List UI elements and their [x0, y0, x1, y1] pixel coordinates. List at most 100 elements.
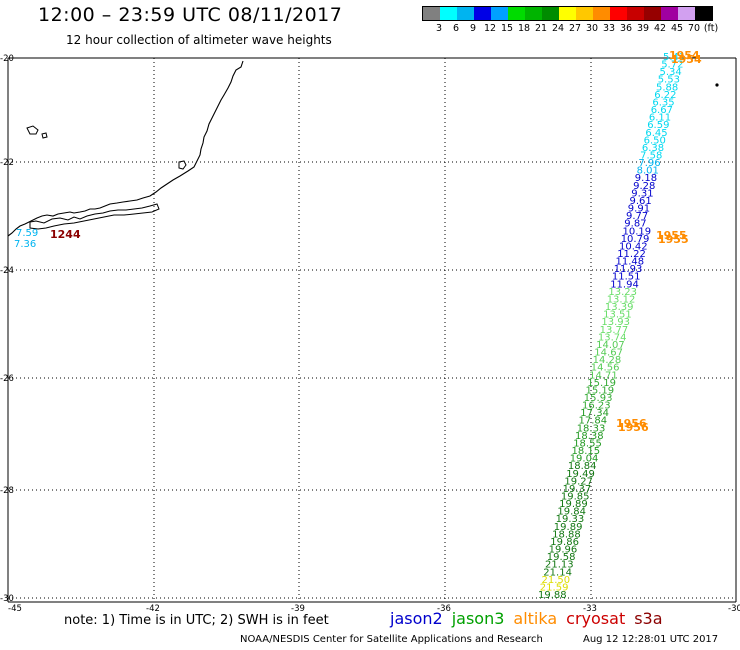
wave-height-label: 19.27: [564, 476, 593, 487]
wave-height-label: 13.12: [607, 295, 636, 306]
legend-swatch: [627, 7, 644, 20]
satellite-legend: jason2 jason3 altika cryosat s3a: [390, 609, 672, 628]
wave-height-label: 19.85: [561, 492, 590, 503]
wave-height-label: 18.88: [552, 529, 581, 540]
longitude-tick-label: -45: [8, 604, 22, 614]
wave-height-label: 18.38: [575, 431, 604, 442]
legend-label: 12: [483, 23, 497, 34]
coastal-wave-height-label: 7.59: [16, 228, 38, 239]
wave-height-label: 14.71: [589, 370, 618, 381]
wave-height-label: 9.91: [628, 204, 650, 215]
wave-height-label: 19.86: [550, 537, 579, 548]
wave-height-label: 9.77: [626, 211, 648, 222]
wave-height-label: 9.61: [630, 196, 652, 207]
legend-labels: 3 6 9 12 15 18 21 24 27 30 33 36 39 42 45 70 (ft): [422, 21, 718, 35]
map-title: 12:00 – 23:59 UTC 08/11/2017: [38, 4, 343, 26]
latitude-tick-label: -22: [0, 158, 14, 168]
coastal-wave-height-label: 7.36: [14, 239, 36, 250]
wave-height-label: 13.39: [605, 302, 634, 313]
wave-height-label: 11.22: [617, 249, 646, 260]
latitude-tick-label: -30: [0, 594, 14, 604]
wave-height-label: 13.74: [598, 332, 627, 343]
wave-height-label: 11.48: [616, 257, 645, 268]
wave-height-label: 9.31: [631, 188, 653, 199]
wave-height-label: 6.45: [645, 128, 667, 139]
legend-swatch: [678, 7, 695, 20]
pass-time-label: 1956: [618, 421, 649, 434]
wave-height-label: 7.58: [640, 151, 662, 162]
legend-label: (ft): [703, 23, 719, 34]
pass-time-label: 1956: [616, 417, 647, 430]
map-subtitle: 12 hour collection of altimeter wave hei…: [66, 33, 332, 47]
wave-height-label: 11.51: [612, 272, 641, 283]
wave-height-label: 19.96: [549, 545, 578, 556]
legend-swatch: [457, 7, 474, 20]
wave-height-label: 18.55: [573, 439, 602, 450]
wave-height-legend: 3 6 9 12 15 18 21 24 27 30 33 36 39 42 45 70 (ft): [422, 6, 718, 35]
wave-height-label: 19.04: [570, 454, 599, 465]
wave-height-label: 19.88: [538, 590, 567, 601]
longitude-tick-label: -30: [728, 604, 740, 614]
legend-swatch: [576, 7, 593, 20]
longitude-tick-label: -33: [583, 604, 597, 614]
legend-swatch: [525, 7, 542, 20]
wave-height-label: 18.15: [572, 446, 601, 457]
wave-height-label: 19.33: [556, 514, 585, 525]
legend-swatch: [508, 7, 525, 20]
longitude-tick-label: -36: [437, 604, 451, 614]
wave-height-label: 13.51: [603, 310, 632, 321]
wave-height-label: 21.59: [540, 582, 569, 593]
legend-swatch: [661, 7, 678, 20]
wave-height-label: 19.84: [557, 507, 586, 518]
legend-color-scale: [422, 6, 713, 21]
footer-note: note: 1) Time is in UTC; 2) SWH is in fe…: [64, 613, 329, 628]
coastal-observations: 7.597.36: [14, 228, 38, 250]
legend-label: 6: [452, 23, 460, 34]
wave-height-label: 14.28: [593, 355, 622, 366]
wave-height-label: 18.33: [577, 423, 606, 434]
satellite-cryosat-label: cryosat: [566, 609, 626, 628]
legend-label: 39: [636, 23, 650, 34]
wave-height-label: 7.96: [638, 158, 660, 169]
jason-track-observations: 5.415.725.345.535.886.226.356.676.116.59…: [538, 52, 685, 601]
latitude-tick-label: -20: [0, 54, 14, 64]
wave-height-label: 13.77: [600, 325, 629, 336]
legend-swatch: [440, 7, 457, 20]
latitude-tick-label: -24: [0, 266, 14, 276]
legend-swatch: [423, 7, 440, 20]
island: [41, 132, 48, 139]
island: [178, 160, 187, 170]
legend-label: 3: [435, 23, 443, 34]
wave-height-label: 21.13: [545, 560, 574, 571]
wave-height-label: 11.93: [614, 264, 643, 275]
coastline: [7, 60, 244, 237]
legend-swatch: [491, 7, 508, 20]
wave-height-label: 15.19: [586, 385, 615, 396]
satellite-altika-label: altika: [513, 609, 558, 628]
wave-height-label: 10.19: [623, 226, 652, 237]
wave-height-label: 21.14: [543, 567, 572, 578]
wave-height-label: 9.87: [624, 219, 646, 230]
coastal-lagoon: [29, 203, 160, 230]
wave-height-label: 17.84: [579, 416, 608, 427]
footer-timestamp: Aug 12 12:28:01 UTC 2017: [583, 634, 719, 645]
wave-height-label: 5.41: [663, 52, 685, 63]
wave-height-label: 13.93: [601, 317, 630, 328]
legend-label: 33: [602, 23, 616, 34]
wave-height-label: 8.01: [637, 166, 659, 177]
wave-height-label: 10.42: [619, 241, 648, 252]
legend-label: 30: [585, 23, 599, 34]
wave-height-label: 9.18: [635, 173, 657, 184]
wave-height-label: 6.59: [647, 120, 669, 131]
legend-label: 45: [670, 23, 684, 34]
pass-time-label: 1955: [658, 233, 689, 246]
pass-time-label: 1954: [669, 49, 700, 62]
satellite-jason2-label: jason2: [390, 609, 443, 628]
wave-height-label: 6.35: [652, 98, 674, 109]
wave-height-label: 19.89: [554, 522, 583, 533]
legend-swatch: [542, 7, 559, 20]
wave-height-label: 9.28: [633, 181, 655, 192]
wave-height-label: 6.67: [651, 105, 673, 116]
wave-height-label: 19.49: [566, 469, 595, 480]
wave-height-label: 13.23: [608, 287, 637, 298]
